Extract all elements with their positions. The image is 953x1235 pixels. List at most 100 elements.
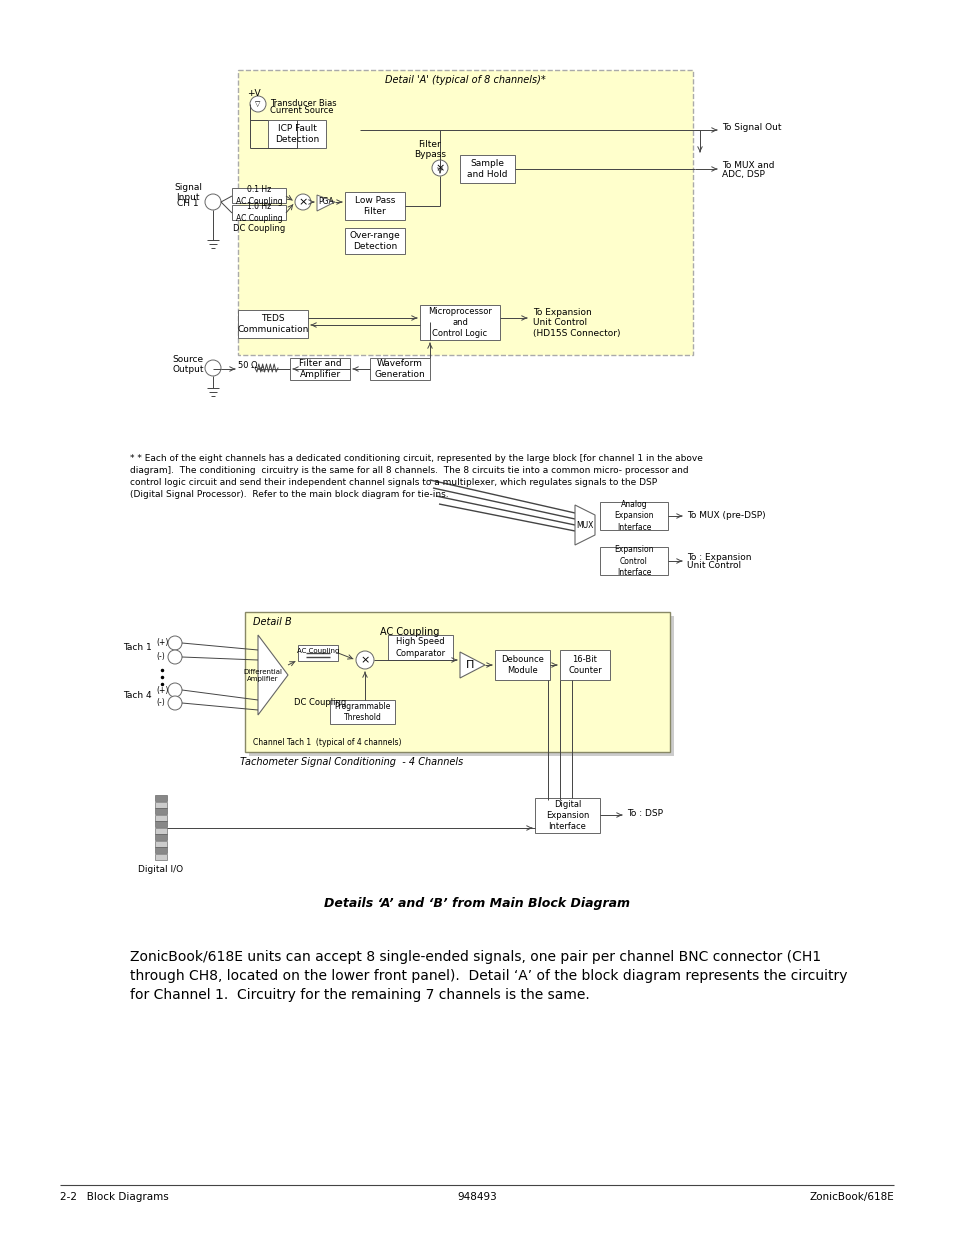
Text: Signal
Input: Signal Input: [173, 183, 202, 203]
FancyBboxPatch shape: [154, 802, 167, 808]
Text: AC Coupling: AC Coupling: [380, 627, 439, 637]
Text: (-): (-): [156, 699, 165, 708]
FancyBboxPatch shape: [154, 795, 167, 802]
Text: Digital I/O: Digital I/O: [138, 864, 183, 874]
Text: To : Expansion: To : Expansion: [686, 553, 751, 562]
Text: To : DSP: To : DSP: [626, 809, 662, 819]
FancyBboxPatch shape: [237, 310, 308, 338]
FancyBboxPatch shape: [459, 156, 515, 183]
Text: To Signal Out: To Signal Out: [721, 124, 781, 132]
Text: Expansion
Control
Interface: Expansion Control Interface: [614, 546, 653, 577]
Text: TEDS
Communication: TEDS Communication: [237, 314, 309, 333]
Text: ZonicBook/618E units can accept 8 single-ended signals, one pair per channel BNC: ZonicBook/618E units can accept 8 single…: [130, 950, 821, 965]
Text: 50 Ω: 50 Ω: [237, 362, 257, 370]
Text: (-): (-): [156, 652, 165, 662]
FancyBboxPatch shape: [559, 650, 609, 680]
Text: DC Coupling: DC Coupling: [294, 698, 346, 706]
Text: * * Each of the eight channels has a dedicated conditioning circuit, represented: * * Each of the eight channels has a ded…: [130, 454, 702, 463]
Circle shape: [432, 161, 448, 177]
Text: Detail 'A' (typical of 8 channels)*: Detail 'A' (typical of 8 channels)*: [385, 75, 545, 85]
FancyBboxPatch shape: [154, 834, 167, 840]
Text: Analog
Expansion
Interface: Analog Expansion Interface: [614, 500, 653, 531]
FancyBboxPatch shape: [290, 358, 350, 380]
Text: To Expansion
Unit Control
(HD15S Connector): To Expansion Unit Control (HD15S Connect…: [533, 308, 619, 338]
Text: 1.0 Hz
AC Coupling: 1.0 Hz AC Coupling: [235, 203, 282, 222]
FancyBboxPatch shape: [330, 700, 395, 724]
Text: To MUX (pre-DSP): To MUX (pre-DSP): [686, 510, 765, 520]
Text: diagram].  The conditioning  circuitry is the same for all 8 channels.  The 8 ci: diagram]. The conditioning circuitry is …: [130, 466, 688, 475]
Text: Digital
Expansion
Interface: Digital Expansion Interface: [545, 800, 589, 831]
FancyBboxPatch shape: [345, 228, 405, 254]
Text: ×: ×: [435, 163, 444, 173]
FancyBboxPatch shape: [232, 205, 286, 220]
Text: Sample
and Hold: Sample and Hold: [467, 159, 507, 179]
Circle shape: [294, 194, 311, 210]
Text: through CH8, located on the lower front panel).  Detail ‘A’ of the block diagram: through CH8, located on the lower front …: [130, 969, 846, 983]
Text: Differential
Amplifier: Differential Amplifier: [243, 668, 282, 682]
Text: PGA: PGA: [317, 198, 334, 206]
Polygon shape: [316, 195, 335, 211]
Circle shape: [168, 697, 182, 710]
Text: AC Coupling: AC Coupling: [296, 648, 339, 655]
FancyBboxPatch shape: [245, 613, 669, 752]
Circle shape: [168, 636, 182, 650]
Text: CH 1: CH 1: [177, 199, 198, 207]
FancyBboxPatch shape: [599, 547, 667, 576]
Text: +V: +V: [247, 89, 260, 98]
Text: Filter and
Amplifier: Filter and Amplifier: [298, 359, 341, 379]
FancyBboxPatch shape: [154, 847, 167, 853]
Text: control logic circuit and send their independent channel signals to a multiplexe: control logic circuit and send their ind…: [130, 478, 657, 487]
Text: (+): (+): [156, 638, 168, 647]
FancyBboxPatch shape: [297, 645, 337, 661]
Text: 2-2   Block Diagrams: 2-2 Block Diagrams: [60, 1192, 169, 1202]
Text: Transducer Bias: Transducer Bias: [270, 99, 336, 107]
Text: ZonicBook/618E: ZonicBook/618E: [808, 1192, 893, 1202]
Polygon shape: [257, 635, 288, 715]
Text: Source
Output: Source Output: [172, 354, 204, 374]
FancyBboxPatch shape: [535, 798, 599, 832]
Text: ADC, DSP: ADC, DSP: [721, 169, 764, 179]
Text: Tach 1: Tach 1: [123, 643, 152, 652]
Text: Tachometer Signal Conditioning  - 4 Channels: Tachometer Signal Conditioning - 4 Chann…: [240, 757, 463, 767]
Text: (Digital Signal Processor).  Refer to the main block diagram for tie-ins.: (Digital Signal Processor). Refer to the…: [130, 490, 448, 499]
Circle shape: [168, 650, 182, 664]
FancyBboxPatch shape: [154, 853, 167, 860]
Text: DC Coupling: DC Coupling: [233, 224, 285, 233]
FancyBboxPatch shape: [495, 650, 550, 680]
Text: ICP Fault
Detection: ICP Fault Detection: [274, 124, 319, 144]
Text: Unit Control: Unit Control: [686, 562, 740, 571]
Text: Microprocessor
and
Control Logic: Microprocessor and Control Logic: [428, 308, 492, 338]
Text: ×: ×: [298, 198, 308, 207]
Text: for Channel 1.  Circuitry for the remaining 7 channels is the same.: for Channel 1. Circuitry for the remaini…: [130, 988, 589, 1002]
Text: To MUX and: To MUX and: [721, 162, 774, 170]
FancyBboxPatch shape: [154, 808, 167, 814]
Text: Current Source: Current Source: [270, 106, 334, 115]
Text: (+): (+): [156, 685, 168, 694]
Circle shape: [205, 359, 221, 375]
Text: Over-range
Detection: Over-range Detection: [349, 231, 400, 251]
Text: Filter
Bypass: Filter Bypass: [414, 140, 446, 159]
Text: Debounce
Module: Debounce Module: [500, 655, 543, 676]
Polygon shape: [459, 652, 484, 678]
FancyBboxPatch shape: [345, 191, 405, 220]
FancyBboxPatch shape: [370, 358, 430, 380]
FancyBboxPatch shape: [599, 501, 667, 530]
FancyBboxPatch shape: [154, 841, 167, 846]
FancyBboxPatch shape: [154, 821, 167, 827]
FancyBboxPatch shape: [249, 616, 673, 756]
Text: 0.1 Hz
AC Coupling: 0.1 Hz AC Coupling: [235, 185, 282, 205]
FancyBboxPatch shape: [268, 120, 326, 148]
Text: Waveform
Generation: Waveform Generation: [375, 359, 425, 379]
FancyBboxPatch shape: [237, 70, 692, 354]
Circle shape: [250, 96, 266, 112]
Text: ×: ×: [360, 655, 370, 664]
Text: ▽: ▽: [255, 101, 260, 107]
Text: Low Pass
Filter: Low Pass Filter: [355, 196, 395, 216]
Text: Programmable
Threshold: Programmable Threshold: [334, 701, 391, 722]
FancyBboxPatch shape: [388, 635, 453, 659]
FancyBboxPatch shape: [419, 305, 499, 340]
Text: 16-Bit
Counter: 16-Bit Counter: [568, 655, 601, 676]
Text: MUX: MUX: [576, 520, 593, 530]
FancyBboxPatch shape: [232, 188, 286, 203]
Text: Tach 4: Tach 4: [123, 690, 152, 699]
